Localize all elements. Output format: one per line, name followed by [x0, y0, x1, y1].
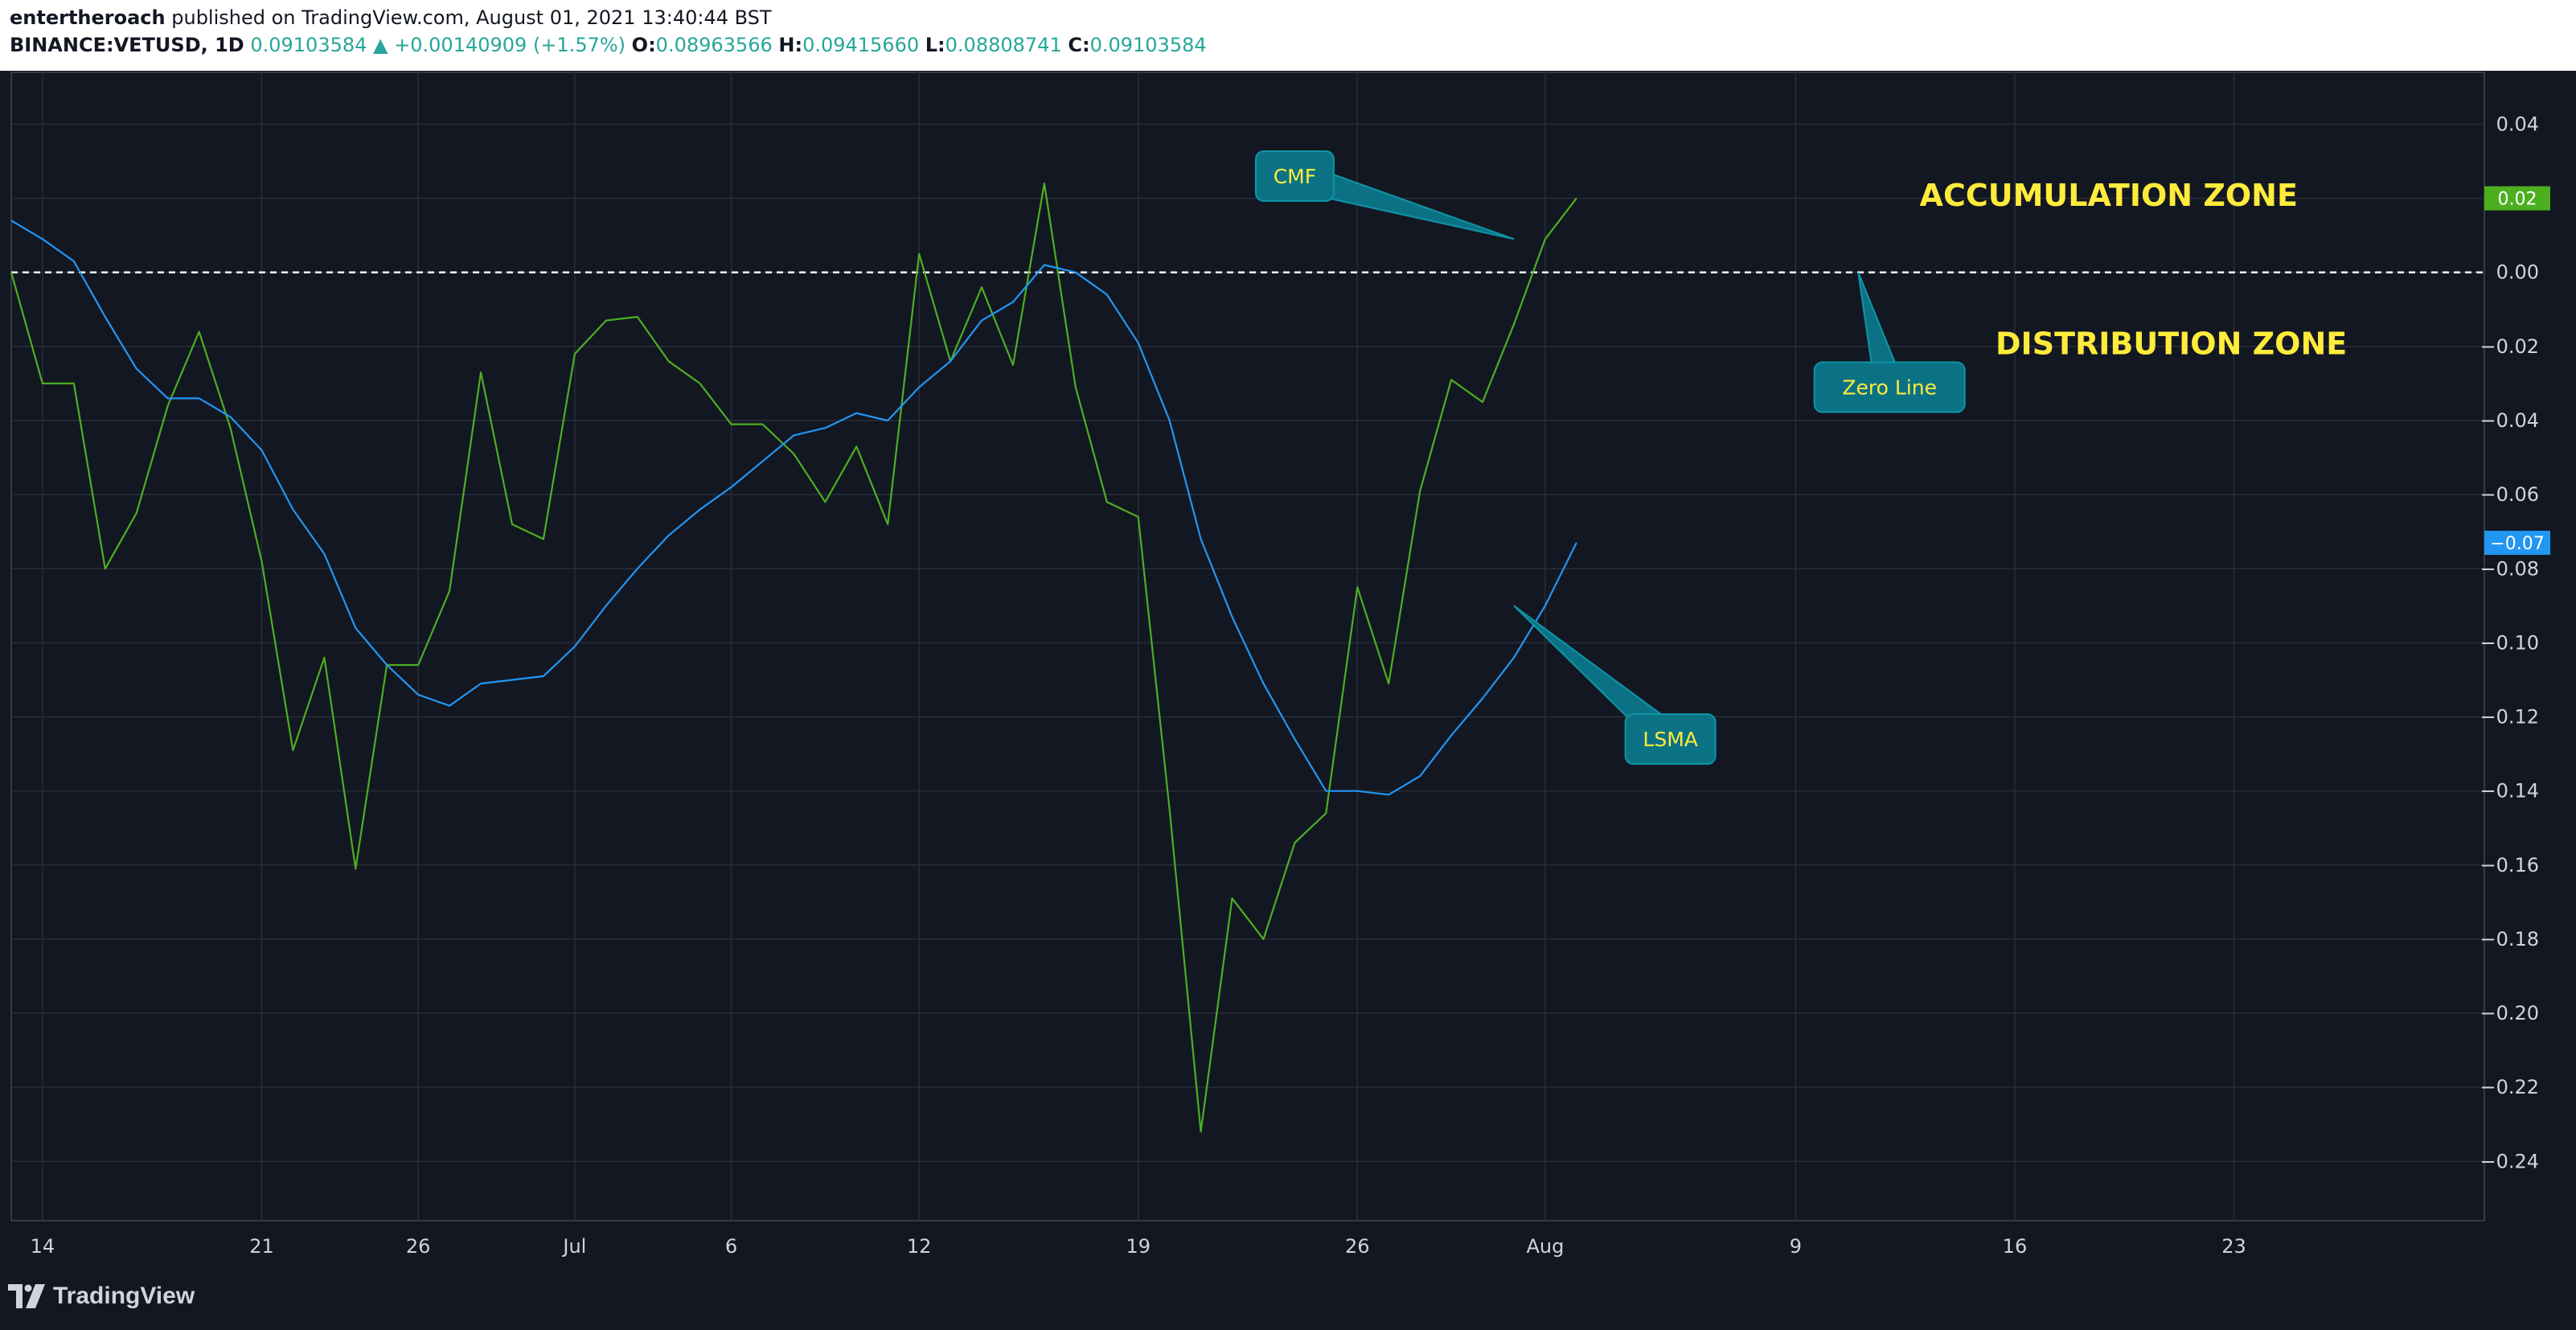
y-tick-label: −0.20: [2480, 1002, 2539, 1024]
y-tick-label: −0.04: [2480, 409, 2539, 432]
open-label: O:: [631, 34, 656, 56]
y-tick-label: −0.12: [2480, 706, 2539, 729]
brand-name: TradingView: [53, 1283, 195, 1309]
change-up-icon: ▲: [373, 34, 388, 56]
y-tick-label: −0.18: [2480, 928, 2539, 950]
y-tick-label: 0.00: [2496, 261, 2539, 284]
y-tick-label: −0.24: [2480, 1150, 2539, 1172]
tradingview-logo-icon: [8, 1284, 45, 1308]
y-tick-label: 0.04: [2496, 113, 2539, 135]
cmf-last-value-badge: [2484, 186, 2550, 211]
y-tick-label: −0.16: [2480, 854, 2539, 876]
y-tick-label: −0.10: [2480, 631, 2539, 654]
close-value: 0.09103584: [1089, 34, 1207, 56]
price-change: +0.00140909 (+1.57%): [394, 34, 626, 56]
cmf-callout-box: [1254, 150, 1335, 202]
lsma-last-value-label: −0.07: [2490, 534, 2544, 554]
high-label: H:: [778, 34, 803, 56]
x-tick-label: 14: [31, 1235, 55, 1258]
author-name[interactable]: entertheroach: [10, 6, 166, 29]
tradingview-branding: TradingView: [8, 1280, 195, 1312]
x-tick-label: 21: [249, 1235, 274, 1258]
chart-area[interactable]: 0.04 0.02 0.00 −0.02 −0.04 −0.06 −0.08 −0.10 −0.…: [0, 71, 2576, 1327]
y-tick-label: −0.02: [2480, 335, 2539, 358]
chart-svg[interactable]: 0.04 0.02 0.00 −0.02 −0.04 −0.06 −0.08 −0.10 −0.…: [0, 71, 2576, 1327]
x-tick-label: 16: [2003, 1235, 2028, 1258]
zero-line-callout-label: Zero Line: [1842, 376, 1937, 400]
cmf-callout-label: CMF: [1274, 165, 1316, 188]
lsma-callout-box: [1624, 713, 1717, 766]
symbol-ohlc-legend: BINANCE:VETUSD, 1D 0.09103584 ▲ +0.00140…: [10, 34, 1207, 56]
low-value: 0.08808741: [945, 34, 1062, 56]
high-value: 0.09415660: [802, 34, 920, 56]
distribution-zone-label: DISTRIBUTION ZONE: [1996, 326, 2347, 361]
x-tick-label: 26: [406, 1235, 431, 1258]
plot-frame: [10, 72, 2485, 1221]
published-text: published on TradingView.com, August 01,…: [165, 6, 772, 29]
x-tick-label: 19: [1126, 1235, 1151, 1258]
publication-info: entertheroach published on TradingView.c…: [10, 6, 772, 29]
lsma-last-value-badge: [2484, 531, 2550, 556]
y-tick-label: −0.06: [2480, 483, 2539, 506]
close-label: C:: [1068, 34, 1090, 56]
x-tick-label: Jul: [561, 1235, 586, 1258]
x-tick-label: Aug: [1526, 1235, 1564, 1258]
y-tick-label: −0.14: [2480, 780, 2539, 803]
cmf-last-value-label: 0.02: [2498, 190, 2537, 210]
x-tick-label: 12: [907, 1235, 932, 1258]
x-tick-label: 23: [2221, 1235, 2246, 1258]
zero-line-callout-box: [1813, 361, 1966, 413]
x-tick-label: 26: [1345, 1235, 1370, 1258]
y-tick-label: −0.22: [2480, 1076, 2539, 1098]
open-value: 0.08963566: [655, 34, 773, 56]
x-tick-label: 9: [1790, 1235, 1802, 1258]
last-price: 0.09103584: [250, 34, 367, 56]
cmf-series-line: [10, 183, 1577, 1133]
symbol-label: BINANCE:VETUSD, 1D: [10, 34, 244, 56]
accumulation-zone-label: ACCUMULATION ZONE: [1920, 178, 2298, 213]
publication-header: entertheroach published on TradingView.c…: [0, 0, 2576, 71]
x-tick-label: 6: [725, 1235, 737, 1258]
y-tick-label: −0.08: [2480, 557, 2539, 580]
lsma-series-line: [10, 220, 1577, 796]
lsma-callout-label: LSMA: [1643, 728, 1697, 751]
low-label: L:: [925, 34, 945, 56]
